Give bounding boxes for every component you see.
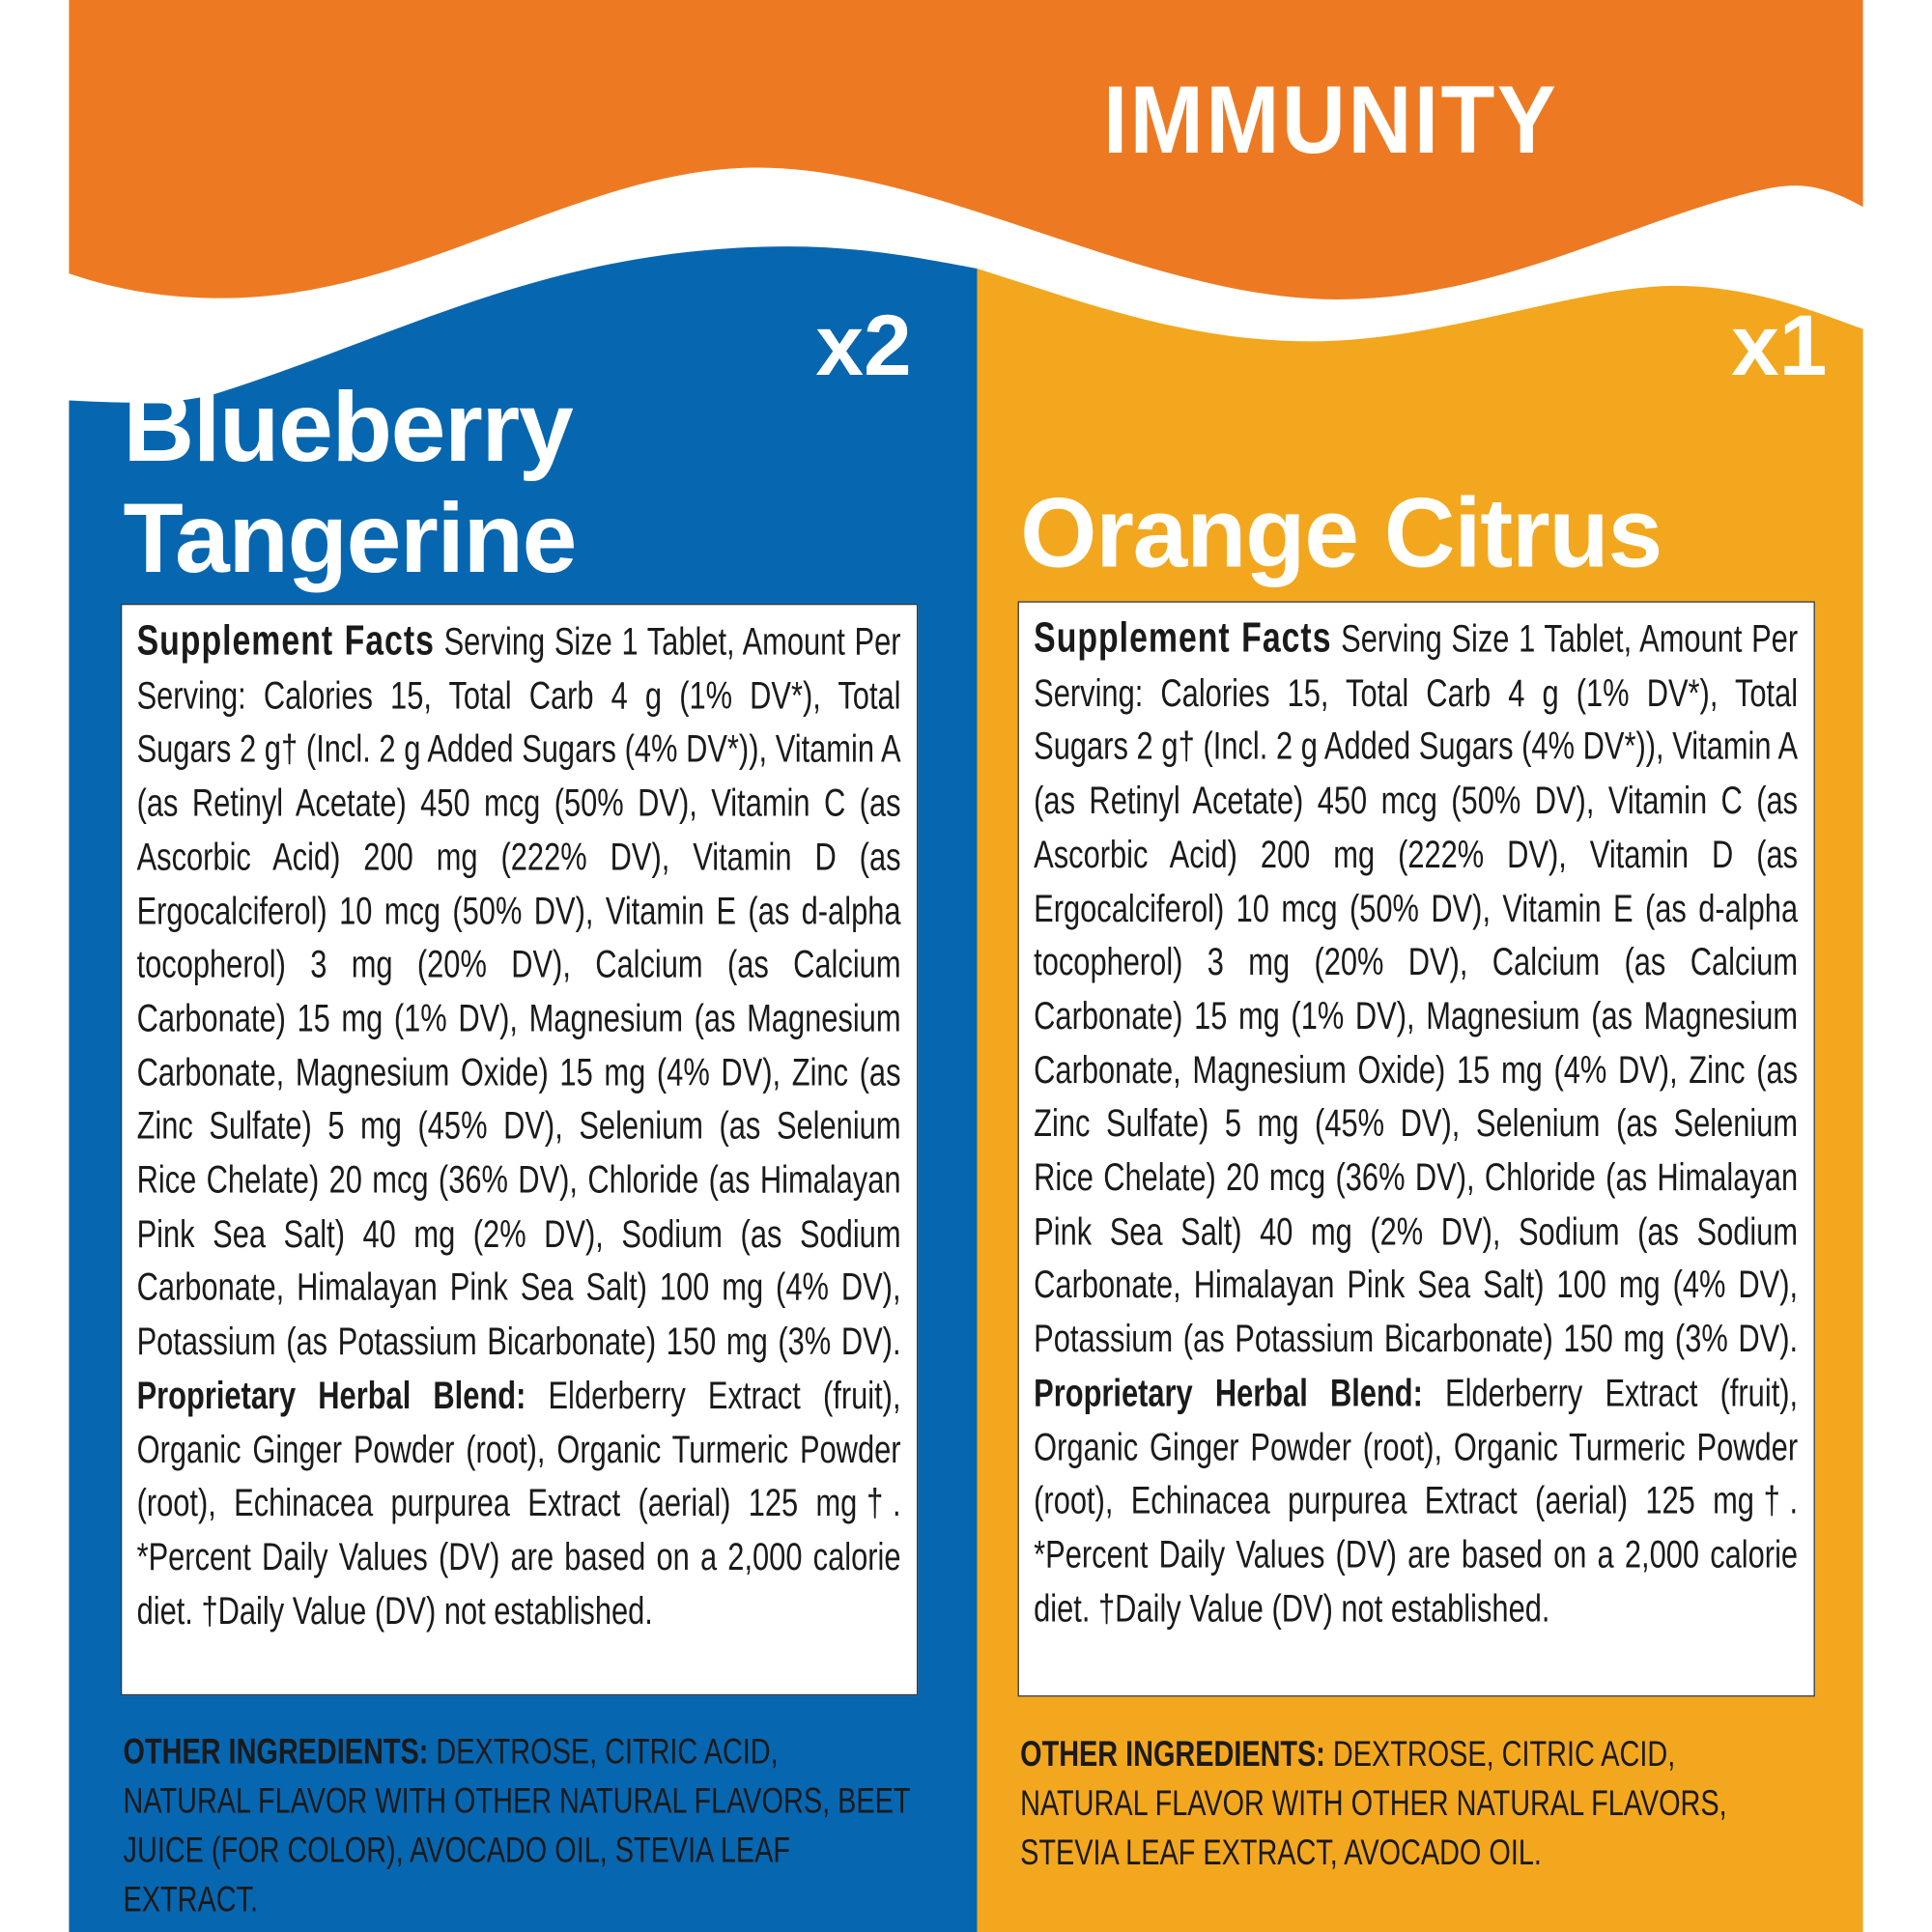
- other-ingredients-heading: OTHER INGREDIENTS:: [123, 1732, 429, 1773]
- blend-heading: Proprietary Herbal Blend:: [136, 1373, 526, 1417]
- quantity-badge: x1: [1731, 297, 1828, 393]
- supplement-facts-box: Supplement Facts Serving Size 1 Tablet, …: [1017, 601, 1815, 1697]
- supplement-facts-box: Supplement Facts Serving Size 1 Tablet, …: [120, 603, 919, 1696]
- supplement-facts-text: Supplement Facts Serving Size 1 Tablet, …: [1034, 612, 1798, 1635]
- supplement-facts-heading: Supplement Facts: [1034, 614, 1332, 662]
- facts-body: Serving Size 1 Tablet, Amount Per Servin…: [136, 619, 901, 1363]
- header-band: [69, 0, 1863, 299]
- other-ingredients-heading: OTHER INGREDIENTS:: [1020, 1734, 1325, 1775]
- other-ingredients-list: DEXTROSE, CITRIC ACID, NATURAL FLAVOR WI…: [123, 1732, 910, 1920]
- flavor-name: Orange Citrus: [1020, 477, 1662, 588]
- other-ingredients: OTHER INGREDIENTS: DEXTROSE, CITRIC ACID…: [1020, 1730, 1808, 1878]
- flavor-name-line2: Tangerine: [123, 482, 578, 593]
- blend-heading: Proprietary Herbal Blend:: [1034, 1371, 1423, 1415]
- quantity-badge: x2: [815, 297, 912, 393]
- supplement-facts-heading: Supplement Facts: [136, 617, 435, 665]
- blend-body: Elderberry Extract (fruit), Organic Ging…: [136, 1373, 901, 1633]
- flavor-name-line1: Blueberry: [123, 372, 574, 482]
- supplement-facts-text: Supplement Facts Serving Size 1 Tablet, …: [137, 614, 901, 1637]
- flavor-name: Blueberry Tangerine: [123, 372, 578, 594]
- other-ingredients-list: DEXTROSE, CITRIC ACID, NATURAL FLAVOR WI…: [1020, 1734, 1727, 1873]
- other-ingredients: OTHER INGREDIENTS: DEXTROSE, CITRIC ACID…: [124, 1727, 912, 1924]
- facts-body: Serving Size 1 Tablet, Amount Per Servin…: [1034, 617, 1799, 1361]
- category-title: IMMUNITY: [1102, 65, 1559, 174]
- blend-body: Elderberry Extract (fruit), Organic Ging…: [1034, 1371, 1799, 1631]
